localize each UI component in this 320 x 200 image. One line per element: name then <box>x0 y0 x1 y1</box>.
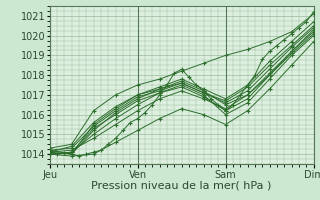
X-axis label: Pression niveau de la mer( hPa ): Pression niveau de la mer( hPa ) <box>92 181 272 191</box>
